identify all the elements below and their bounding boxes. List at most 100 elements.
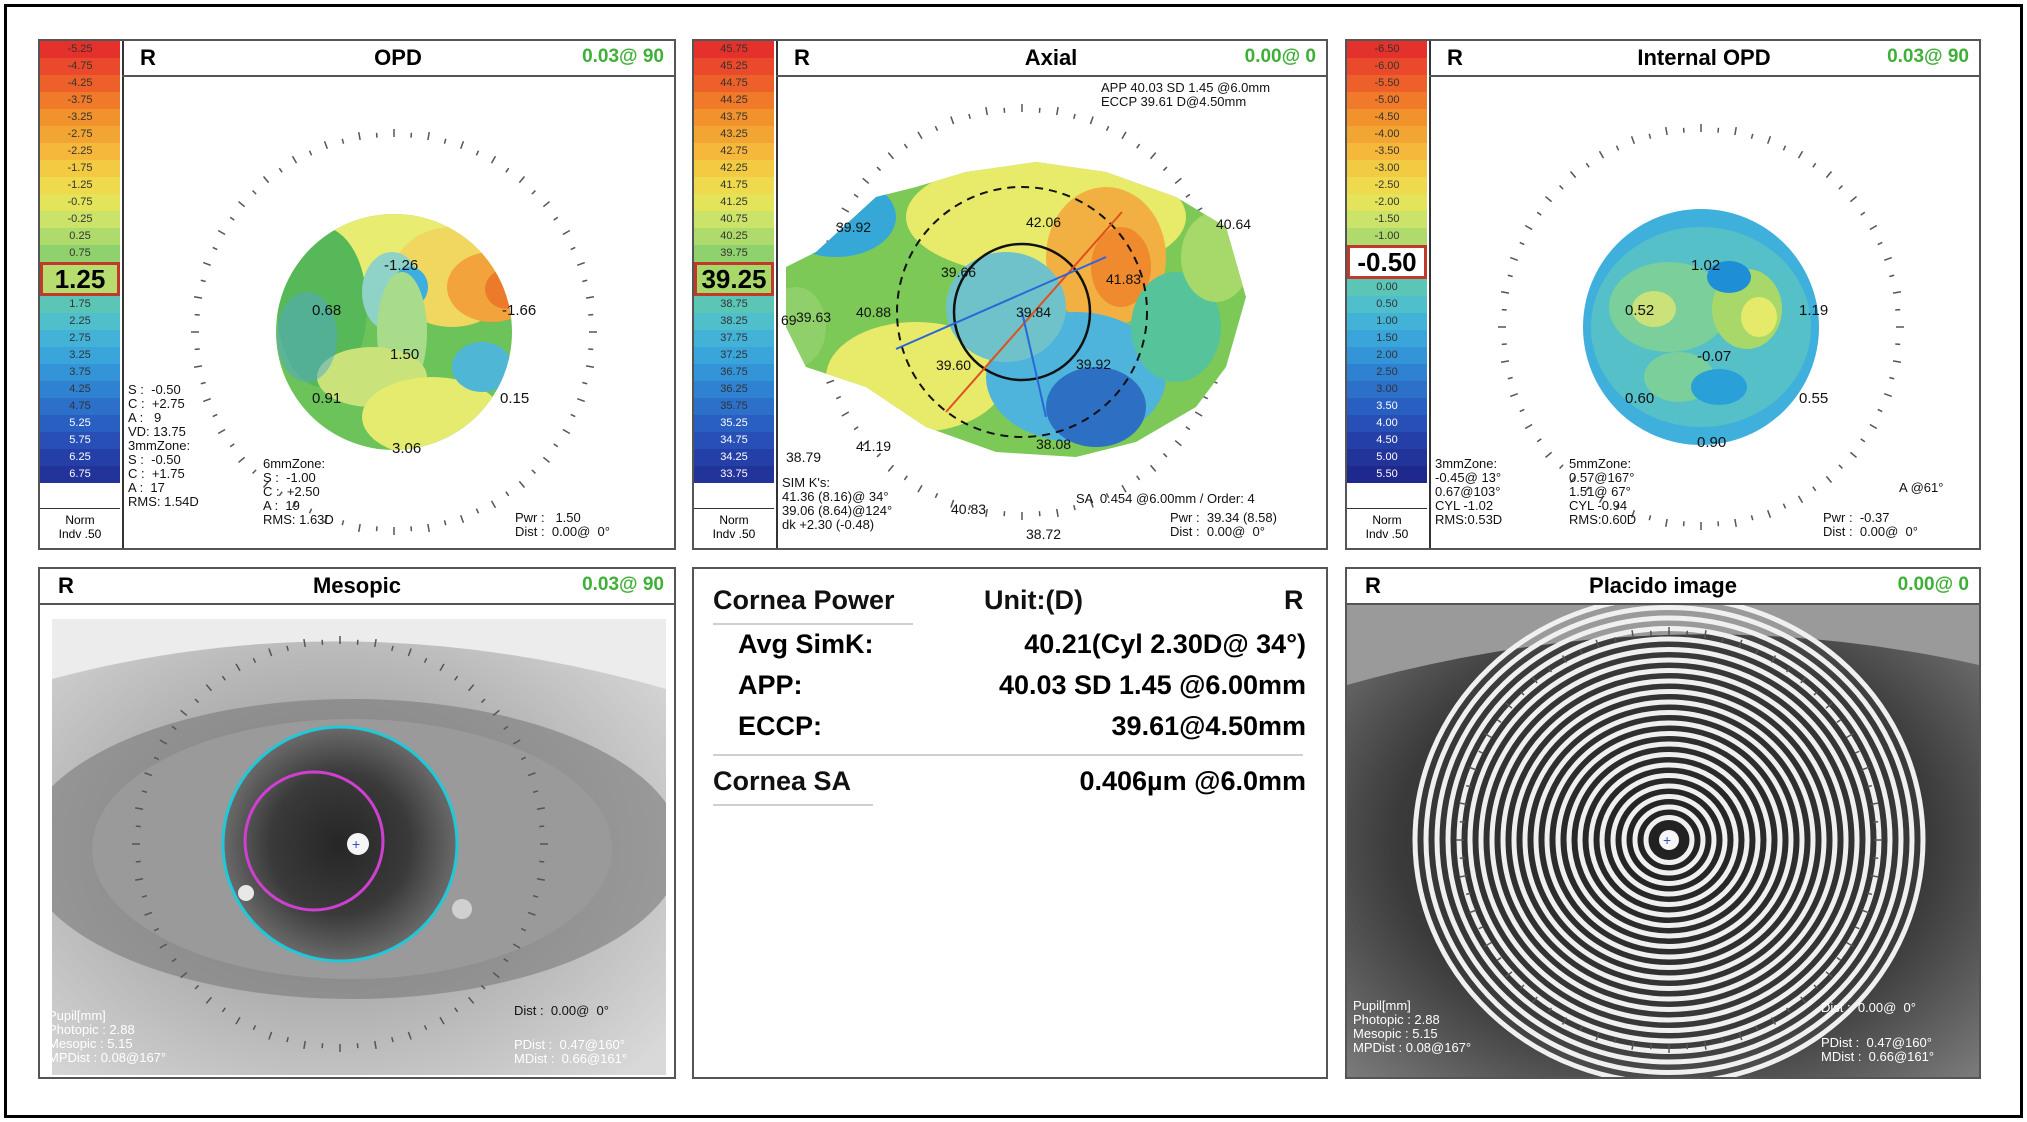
cornea-sa-label: Cornea SA xyxy=(713,766,852,796)
ring-tick xyxy=(542,456,550,464)
ring-tick xyxy=(205,996,213,1004)
scale-band: 45.25 xyxy=(694,58,774,75)
axial-simk: SIM K's: 41.36 (8.16)@ 34° 39.06 (8.64)@… xyxy=(782,475,893,532)
ring-tick xyxy=(202,397,212,403)
placido-header: R Placido image 0.00@ 0 xyxy=(1347,569,1979,605)
opd-stats-left: S : -0.50 C : +2.75 A : 9 VD: 13.75 3mmZ… xyxy=(128,382,199,509)
ring-tick xyxy=(1825,475,1833,483)
opd-map[interactable]: -1.26 0.68 -1.66 1.50 0.91 0.15 3.06 xyxy=(122,77,676,550)
placido-ring-image[interactable]: + xyxy=(1347,605,1979,1077)
ring-tick xyxy=(903,475,908,481)
eye-indicator: R xyxy=(794,45,810,70)
ring-tick xyxy=(503,958,509,963)
indv-text: Indv .50 xyxy=(1365,527,1409,541)
ring-tick xyxy=(407,648,412,657)
norm-text: Norm xyxy=(65,513,95,527)
ring-tick xyxy=(1861,909,1870,914)
ring-tick xyxy=(1524,224,1533,231)
ring-tick xyxy=(950,499,955,508)
ring-tick xyxy=(194,984,200,990)
ring-tick xyxy=(1519,408,1525,413)
placido-value: 0.00@ 0 xyxy=(1897,574,1969,595)
ring-tick xyxy=(1149,152,1157,160)
map-value-label: 1.19 xyxy=(1799,302,1828,319)
placido-ring xyxy=(1621,794,1717,886)
ring-tick xyxy=(1883,256,1893,262)
scale-band: 3.25 xyxy=(40,347,120,364)
ring-tick xyxy=(286,1036,289,1043)
scale-band: 0.00 xyxy=(1347,279,1427,296)
internal-opd-panel[interactable]: -6.50 -6.00 -5.50 -5.00 -4.50 -4.00 -3.50 -3.00… xyxy=(1345,39,1981,550)
scale-band: 40.25 xyxy=(694,228,774,245)
scale-band: 0.75 xyxy=(40,245,120,262)
ring-tick xyxy=(480,698,486,704)
ring-tick xyxy=(1500,291,1510,294)
cornea-power-heading: Cornea Power xyxy=(713,585,895,615)
map-value-label: 39.92 xyxy=(836,219,871,235)
scale-band: 0.50 xyxy=(1347,296,1427,313)
ring-tick xyxy=(308,508,313,514)
scale-band: -2.25 xyxy=(40,143,120,160)
scale-band: -4.75 xyxy=(40,58,120,75)
ring-tick xyxy=(1073,113,1076,120)
scale-band: 4.00 xyxy=(1347,415,1427,432)
ring-tick xyxy=(141,790,148,793)
axial-panel[interactable]: 45.75 45.25 44.75 44.25 43.75 43.25 42.75 42.25… xyxy=(692,39,1328,550)
ring-tick xyxy=(252,469,257,474)
eye-indicator: R xyxy=(140,45,156,70)
ring-tick xyxy=(1507,274,1513,278)
ring-tick xyxy=(582,381,588,385)
map-value-label: 0.91 xyxy=(312,390,341,407)
axial-value: 0.00@ 0 xyxy=(1244,46,1316,67)
ring-tick xyxy=(934,125,939,132)
ring-tick xyxy=(291,155,298,164)
ring-tick xyxy=(439,663,445,672)
ring-tick xyxy=(171,958,177,963)
ring-tick xyxy=(475,508,480,514)
internal-angle: A @61° xyxy=(1899,480,1944,495)
scale-band: 2.25 xyxy=(40,313,120,330)
ring-tick xyxy=(1505,971,1513,978)
axial-map[interactable]: 39.92 42.06 40.64 39.66 41.83 40.88 39.84 39.60… xyxy=(776,77,1328,550)
ring-tick xyxy=(1598,495,1605,504)
scale-band: 35.75 xyxy=(694,398,774,415)
scale-selected-value: 39.25 xyxy=(694,262,774,296)
ring-tick xyxy=(323,140,329,150)
ring-tick xyxy=(1579,649,1584,655)
opd-panel[interactable]: -5.25 -4.75 -4.25 -3.75 -3.25 -2.75 -2.25 -1.75… xyxy=(38,39,676,550)
ring-tick xyxy=(159,943,168,949)
ring-tick xyxy=(144,911,153,916)
ring-tick xyxy=(503,725,509,730)
mesopic-panel[interactable]: R Mesopic 0.03@ 90 + Pupil[mm] xyxy=(38,567,676,1079)
scale-band: 36.25 xyxy=(694,381,774,398)
ring-tick xyxy=(1877,241,1883,246)
mesopic-eye-image[interactable]: + xyxy=(52,619,666,1075)
eye-indicator: R xyxy=(58,573,74,598)
ring-tick xyxy=(1797,150,1804,159)
scale-band: 45.75 xyxy=(694,41,774,58)
ring-tick xyxy=(1870,802,1879,806)
map-value-label: -1.26 xyxy=(384,257,418,274)
scale-band: 2.00 xyxy=(1347,347,1427,364)
ring-tick xyxy=(1734,518,1737,528)
ring-tick xyxy=(562,428,571,435)
ring-tick xyxy=(1174,439,1182,447)
ring-tick xyxy=(1136,143,1141,149)
placido-pupil-info: Pupil[mm] Photopic : 2.88 Mesopic : 5.15… xyxy=(1353,998,1472,1055)
internal-header: R Internal OPD 0.03@ 90 xyxy=(1429,41,1979,77)
ring-tick xyxy=(1536,438,1542,443)
placido-panel[interactable]: R Placido image 0.00@ 0 + Pupil[mm] Phot… xyxy=(1345,567,1981,1079)
placido-ring xyxy=(1522,699,1816,981)
ring-tick xyxy=(1478,750,1484,755)
ring-tick xyxy=(1561,655,1568,663)
internal-stats-left: 3mmZone: -0.45@ 13° 0.67@103° CYL -1.02 … xyxy=(1435,456,1503,527)
ring-tick xyxy=(1836,718,1842,724)
ring-tick xyxy=(358,131,361,141)
axial-sa: SA 0.454 @6.00mm / Order: 4 xyxy=(1076,491,1255,506)
ring-tick xyxy=(1465,892,1472,896)
internal-opd-map[interactable]: 1.02 0.52 1.19 -0.07 0.60 0.55 0.90 xyxy=(1429,77,1981,550)
scale-norm-label: Norm Indv .50 xyxy=(40,508,120,548)
scale-band: 3.00 xyxy=(1347,381,1427,398)
ring-tick xyxy=(518,480,526,488)
placido-pdist: PDist : 0.47@160° MDist : 0.66@161° xyxy=(1821,1035,1935,1064)
